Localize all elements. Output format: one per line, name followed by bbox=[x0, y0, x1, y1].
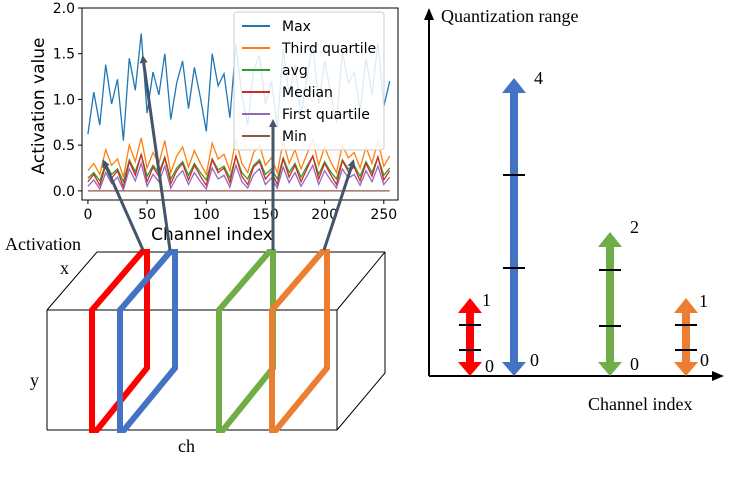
chart-legend: Max Third quartile avg Median First quartile… bbox=[233, 11, 385, 151]
range-bar-red-top-arrowhead bbox=[458, 298, 482, 313]
pointer-arrow-blue bbox=[139, 55, 172, 251]
y-tick-label: 1.5 bbox=[53, 47, 75, 63]
activation-label: Activation bbox=[5, 234, 81, 254]
y-tick-label: 0.0 bbox=[53, 184, 75, 200]
range-x-axis-label: Channel index bbox=[588, 394, 692, 414]
legend-label-avg: avg bbox=[282, 63, 308, 79]
range-bar-red-bottom-arrowhead bbox=[458, 362, 482, 376]
activation-line-chart: 0 50 100 150 200 250 0.0 0.5 1.0 1.5 2.0 Max Third … bbox=[29, 1, 399, 245]
chart-plot-frame bbox=[81, 7, 399, 201]
series-line-median bbox=[87, 153, 391, 190]
legend-label-third-quartile: Third quartile bbox=[281, 41, 376, 57]
x-tick-label: 50 bbox=[138, 207, 156, 223]
range-bar-red-top-value: 1 bbox=[482, 290, 491, 310]
range-bar-orange-bottom-value: 0 bbox=[700, 350, 709, 370]
range-bar-orange-top-arrowhead bbox=[674, 298, 698, 313]
range-bar-green-bottom-arrowhead bbox=[598, 362, 622, 376]
legend-label-first-quartile: First quartile bbox=[282, 107, 370, 123]
range-bar-blue-top-arrowhead bbox=[502, 78, 526, 93]
channel-slice-orange bbox=[269, 249, 330, 433]
chart-axes-group: 0 50 100 150 200 250 0.0 0.5 1.0 1.5 2.0 bbox=[53, 1, 399, 223]
y-tick-label: 0.5 bbox=[53, 138, 75, 154]
y-tick-label: 2.0 bbox=[53, 1, 75, 17]
tensor-y-label: y bbox=[30, 370, 39, 390]
box-depth-right-bottom-edge bbox=[336, 372, 386, 431]
range-bar-orange-bottom-arrowhead bbox=[674, 362, 698, 376]
legend-box bbox=[233, 11, 385, 151]
series-line-third-quartile bbox=[87, 137, 391, 178]
range-bar-red: 1 0 bbox=[458, 290, 494, 376]
x-tick-label: 0 bbox=[83, 207, 92, 223]
chart-y-axis-label: Activation value bbox=[29, 38, 49, 175]
channel-slice-red bbox=[89, 249, 150, 433]
range-bar-orange: 1 0 bbox=[674, 291, 709, 376]
x-tick-label: 100 bbox=[193, 207, 220, 223]
box-depth-right-top-edge bbox=[336, 251, 386, 311]
range-x-axis-arrowhead bbox=[712, 371, 724, 381]
range-bar-green-top-value: 2 bbox=[630, 217, 639, 237]
range-bar-blue: 4 0 bbox=[502, 68, 543, 376]
range-bar-red-bottom-value: 0 bbox=[485, 356, 494, 376]
range-bar-green: 2 0 bbox=[598, 217, 639, 376]
tensor-ch-label: ch bbox=[178, 436, 195, 456]
pointer-arrow-orange bbox=[322, 159, 356, 251]
legend-label-max: Max bbox=[282, 19, 311, 35]
series-line-first-quartile bbox=[87, 161, 391, 192]
range-bar-blue-bottom-arrowhead bbox=[502, 362, 526, 376]
x-tick-label: 200 bbox=[311, 207, 338, 223]
legend-label-min: Min bbox=[282, 129, 307, 145]
pointer-arrows bbox=[102, 55, 356, 251]
range-y-axis-label: Quantization range bbox=[441, 6, 578, 26]
pointer-arrow-red bbox=[102, 159, 145, 251]
box-depth-left-edge bbox=[46, 251, 98, 311]
range-bar-blue-top-value: 4 bbox=[534, 68, 543, 88]
channel-slice-green bbox=[216, 249, 276, 433]
range-bar-green-top-arrowhead bbox=[598, 232, 622, 247]
quantization-range-chart: Quantization range Channel index 1 0 4 0 bbox=[424, 6, 724, 414]
range-y-axis-arrowhead bbox=[424, 8, 434, 20]
range-bar-orange-top-value: 1 bbox=[699, 291, 708, 311]
range-bar-blue-bottom-value: 0 bbox=[530, 350, 539, 370]
activation-tensor: Activation x y ch bbox=[5, 55, 386, 456]
range-bar-green-bottom-value: 0 bbox=[630, 354, 639, 374]
x-tick-label: 150 bbox=[252, 207, 279, 223]
legend-label-median: Median bbox=[282, 85, 333, 101]
tensor-x-label: x bbox=[60, 258, 69, 278]
channel-slice-blue bbox=[117, 249, 178, 433]
chart-x-axis-label: Channel index bbox=[151, 225, 273, 245]
x-tick-label: 250 bbox=[370, 207, 397, 223]
y-tick-label: 1.0 bbox=[53, 92, 75, 108]
